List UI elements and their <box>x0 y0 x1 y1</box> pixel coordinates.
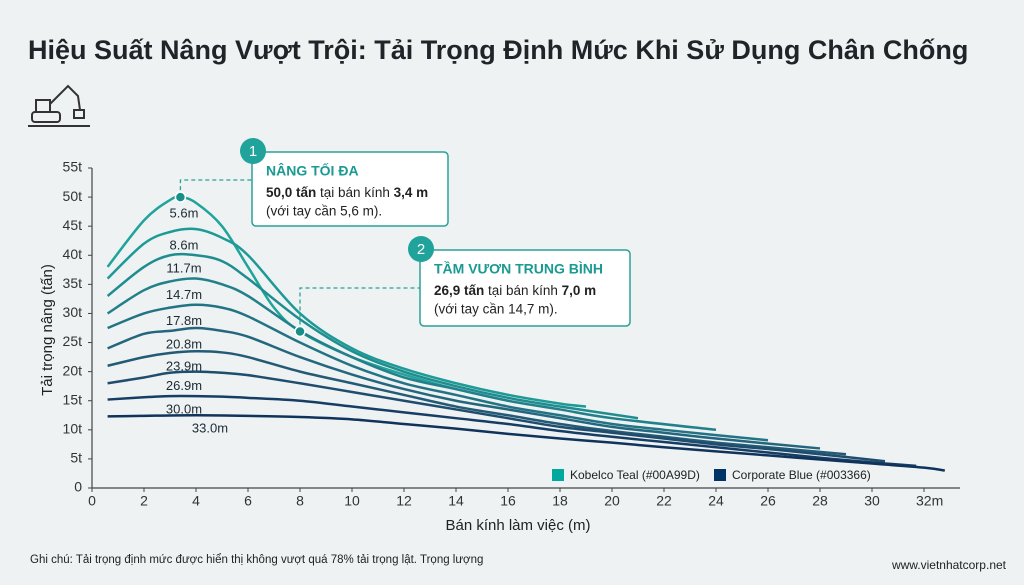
legend-label: Corporate Blue (#003366) <box>732 468 871 482</box>
x-tick-label: 26 <box>760 493 776 509</box>
series-line <box>107 303 769 442</box>
series-line <box>106 277 717 432</box>
footnote: Ghi chú: Tải trọng định mức được hiển th… <box>30 554 483 566</box>
series-label: 30.0m <box>166 402 202 417</box>
y-tick-label: 50t <box>63 188 83 204</box>
series-label: 14.7m <box>166 287 202 302</box>
x-tick-label: 32m <box>916 493 943 509</box>
series-label: 8.6m <box>170 237 199 252</box>
callout-text: 50,0 tấn tại bán kính 3,4 m <box>266 185 428 200</box>
series-label: 17.8m <box>166 313 202 328</box>
y-tick-label: 10t <box>63 421 83 437</box>
callout-number: 2 <box>417 241 425 258</box>
series-line <box>107 370 886 463</box>
x-tick-label: 22 <box>656 493 672 509</box>
y-tick-label: 55t <box>63 159 83 175</box>
x-tick-label: 0 <box>88 493 96 509</box>
x-tick-label: 10 <box>344 493 360 509</box>
y-tick-label: 45t <box>63 217 83 233</box>
x-tick-label: 14 <box>448 493 464 509</box>
series-label: 20.8m <box>166 336 202 351</box>
legend-swatch <box>552 469 564 481</box>
y-tick-label: 35t <box>63 275 83 291</box>
series-label: 26.9m <box>166 378 202 393</box>
chart-title: Hiệu Suất Nâng Vượt Trội: Tải Trọng Định… <box>28 35 968 65</box>
callout-title: TẦM VƯƠN TRUNG BÌNH <box>434 261 603 277</box>
y-tick-label: 40t <box>63 246 83 262</box>
series-line <box>107 394 917 468</box>
y-tick-label: 15t <box>63 391 83 407</box>
x-tick-label: 30 <box>864 493 880 509</box>
callout-mid: tại bán kính <box>484 283 561 298</box>
callout-point <box>174 191 187 203</box>
y-tick-label: 25t <box>63 333 83 349</box>
x-axis-title: Bán kính làm việc (m) <box>445 517 590 534</box>
series-label: 23.9m <box>166 358 202 373</box>
x-tick-label: 18 <box>552 493 568 509</box>
excavator-icon <box>28 84 90 127</box>
series-label: 33.0m <box>192 421 228 436</box>
series-line <box>107 350 847 456</box>
x-tick-label: 12 <box>396 493 412 509</box>
legend-swatch <box>714 469 726 481</box>
series-line <box>106 195 509 402</box>
callout-radius: 7,0 m <box>562 283 597 298</box>
callout-badge <box>240 138 266 164</box>
series-label: 11.7m <box>166 261 201 276</box>
callout-box <box>251 151 449 227</box>
callout-connector <box>179 179 252 198</box>
y-axis-title: Tải trọng nâng (tấn) <box>39 264 56 396</box>
callout-number: 1 <box>249 143 257 160</box>
callout-title: NÂNG TỐI ĐA <box>266 162 359 179</box>
x-tick-label: 2 <box>140 493 148 509</box>
legend-label: Kobelco Teal (#00A99D) <box>570 468 700 482</box>
callout-connector <box>299 287 420 332</box>
x-tick-label: 8 <box>296 493 304 509</box>
y-tick-label: 0 <box>74 479 82 495</box>
callout-box <box>419 249 631 327</box>
y-tick-label: 30t <box>63 304 83 320</box>
series-line <box>106 227 587 408</box>
callout-note: (với tay cần 14,7 m). <box>434 302 558 317</box>
callout-mid: tại bán kính <box>316 185 393 200</box>
x-tick-label: 4 <box>192 493 200 509</box>
series-label: 5.6m <box>170 205 199 220</box>
callout-badge <box>408 236 434 262</box>
series-line <box>106 252 639 420</box>
callout-text: 26,9 tấn tại bán kính 7,0 m <box>434 283 596 298</box>
x-tick-label: 16 <box>500 493 516 509</box>
callout-value: 50,0 tấn <box>266 185 316 200</box>
callout-value: 26,9 tấn <box>434 283 484 298</box>
y-tick-label: 20t <box>63 362 83 378</box>
callout-radius: 3,4 m <box>394 185 429 200</box>
x-tick-label: 6 <box>244 493 252 509</box>
x-tick-label: 28 <box>812 493 828 509</box>
callout-point <box>294 325 306 338</box>
x-tick-label: 24 <box>708 493 724 509</box>
source: www.vietnhatcorp.net <box>891 558 1007 572</box>
y-tick-label: 5t <box>70 450 82 466</box>
series-line <box>107 414 945 472</box>
callout-note: (với tay cần 5,6 m). <box>266 204 382 219</box>
x-tick-label: 20 <box>604 493 620 509</box>
series-line <box>107 326 821 450</box>
